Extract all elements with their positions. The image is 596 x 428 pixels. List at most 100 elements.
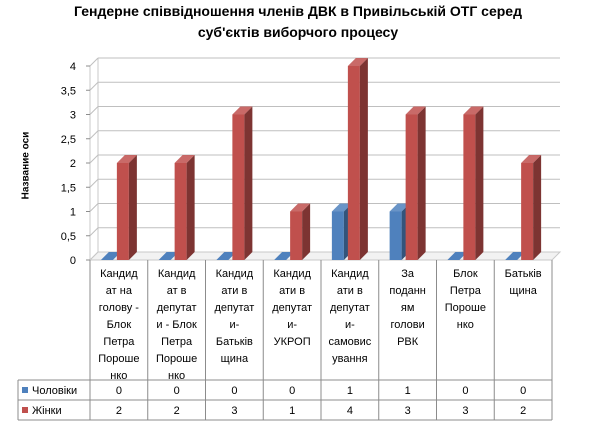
category-label: поданн [389, 285, 426, 297]
y-tick-label: 2 [70, 158, 76, 170]
bar-side [533, 155, 542, 260]
category-label: Петра [103, 336, 135, 348]
bar-women [347, 58, 368, 260]
y-tick-label: 0,5 [61, 231, 76, 243]
bar-front [232, 114, 245, 260]
bar-men [216, 252, 237, 260]
data-label: 3 [405, 405, 411, 417]
bar-women [463, 106, 484, 260]
gridline-side [89, 106, 99, 115]
category-label: ям [401, 302, 415, 314]
category-label: и- [345, 319, 355, 331]
bar-top [174, 155, 195, 163]
data-label: 3 [462, 405, 468, 417]
legend-label: Жінки [32, 405, 62, 417]
y-tick-label: 3 [70, 110, 76, 122]
category-label: УКРОП [274, 336, 311, 348]
y-tick-label: 4 [70, 61, 76, 73]
category-label: Кандид [100, 268, 138, 280]
bar-front [463, 114, 476, 260]
chart-title-line-2: суб'єктів виборчого процесу [197, 24, 399, 40]
bar-zero [274, 252, 295, 260]
bar-zero [216, 252, 237, 260]
category-label: Батьків [216, 336, 253, 348]
y-tick-label: 2,5 [61, 134, 76, 146]
category-label: нко [110, 370, 127, 382]
gridline-side [89, 227, 99, 237]
category-label: Батьків [505, 268, 542, 280]
category-label: Петра [161, 336, 193, 348]
y-tick-label: 3,5 [61, 85, 76, 97]
category-label: Блок [107, 319, 132, 331]
bar-zero [158, 252, 179, 260]
category-label: депутат [330, 302, 370, 314]
bar-women [405, 106, 426, 260]
chart-title-line-1: Гендерне співвідношення членів ДВК в При… [74, 3, 522, 19]
bar-front [405, 114, 418, 260]
bar-front [521, 163, 534, 260]
bar-top [116, 155, 137, 163]
category-label: голови [390, 319, 424, 331]
category-label: депутат [157, 302, 197, 314]
category-label: ат на [106, 285, 133, 297]
category-label: голову - [99, 302, 139, 314]
gridline-side [89, 154, 99, 164]
bar-women [232, 106, 253, 260]
bar-women [521, 155, 542, 260]
bar-front [331, 211, 344, 260]
bar-women [290, 203, 311, 260]
bar-top [463, 106, 484, 115]
category-label: ати в [221, 285, 247, 297]
category-label: Кандид [158, 268, 196, 280]
category-label: ати в [337, 285, 363, 297]
category-label: и- [287, 319, 297, 331]
data-label: 0 [462, 385, 468, 397]
data-label: 0 [289, 385, 295, 397]
bar-front [116, 163, 129, 260]
data-label: 1 [289, 405, 295, 417]
bar-side [359, 58, 368, 260]
bar-top [331, 203, 352, 212]
category-label: и- [229, 319, 239, 331]
category-label: ування [332, 353, 367, 365]
y-tick-label: 1,5 [61, 182, 76, 194]
category-label: Кандид [273, 268, 311, 280]
category-label: Пороше [156, 353, 197, 365]
category-label: депутат [272, 302, 312, 314]
category-label: ат в [167, 285, 187, 297]
gridline-side [89, 81, 99, 91]
data-table [17, 260, 553, 421]
y-tick-label: 0 [70, 255, 76, 267]
legend-label: Чоловіки [32, 385, 77, 397]
gridline-side [89, 178, 99, 188]
category-label: Петра [450, 285, 482, 297]
bar-zero [447, 252, 468, 260]
gridline-side [89, 57, 99, 67]
y-tick-label: 1 [70, 207, 76, 219]
data-label: 0 [174, 385, 180, 397]
bar-top [347, 58, 368, 66]
category-label: щина [221, 353, 249, 365]
category-label: самовис [328, 336, 371, 348]
bar-top [389, 203, 410, 212]
bar-men [158, 252, 179, 260]
bar-men [274, 252, 295, 260]
bar-men [505, 252, 526, 260]
bar-side [244, 106, 253, 260]
category-label: РВК [397, 336, 419, 348]
category-label: Кандид [331, 268, 369, 280]
legend-key-men [22, 387, 28, 393]
bar-men [447, 252, 468, 260]
category-label: Кандид [216, 268, 254, 280]
data-label: 2 [174, 405, 180, 417]
bar-top [521, 155, 542, 163]
data-label: 2 [520, 405, 526, 417]
bar-zero [100, 252, 121, 260]
chart-title: Гендерне співвідношення членів ДВК в При… [0, 1, 596, 43]
bar-top [232, 106, 253, 115]
bar-side [186, 155, 195, 260]
bar-side [128, 155, 137, 260]
legend-key-women [22, 407, 28, 413]
category-label: и - Блок [156, 319, 197, 331]
category-label: Пороше [445, 302, 486, 314]
